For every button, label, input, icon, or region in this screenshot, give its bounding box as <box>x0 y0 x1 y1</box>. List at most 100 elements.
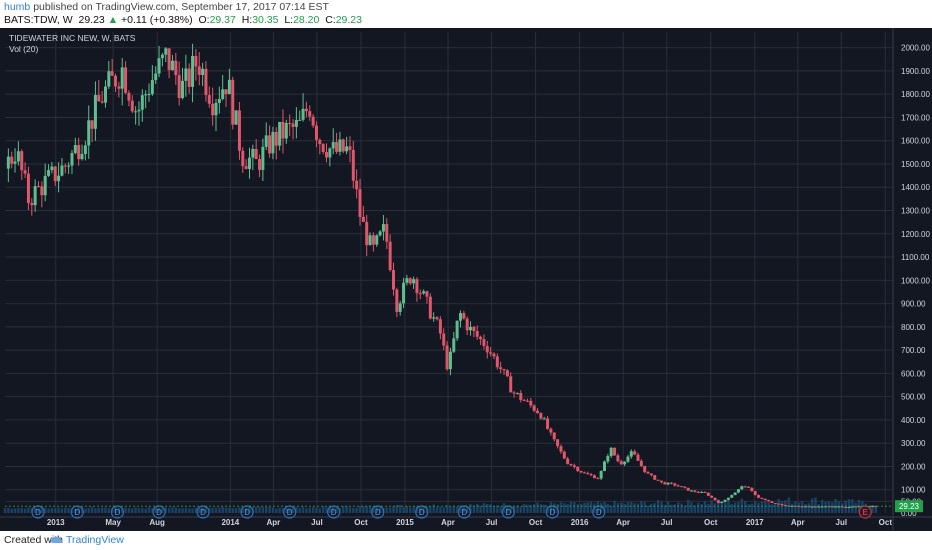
candle-body <box>308 111 312 117</box>
candle-body <box>773 503 777 505</box>
candle-body <box>40 186 44 196</box>
dividend-marker-label: D <box>549 508 555 517</box>
x-tick-label: Oct <box>704 518 718 527</box>
candle-body <box>67 165 71 167</box>
candle-body <box>93 95 97 129</box>
candle-body <box>110 71 114 76</box>
volume-bar <box>687 499 690 513</box>
volume-bar <box>7 507 10 513</box>
candle-body <box>402 282 406 304</box>
volume-bar <box>707 503 710 513</box>
open-label: O: <box>198 14 210 26</box>
candle-body <box>348 146 352 150</box>
volume-bar <box>365 506 368 513</box>
candle-body <box>130 100 134 112</box>
volume-bar <box>412 506 415 513</box>
volume-bar <box>586 502 589 513</box>
candle-body <box>559 446 563 452</box>
y-tick-label: 1100.00 <box>901 253 930 262</box>
candle-body <box>519 392 523 400</box>
dividend-marker-icon[interactable] <box>457 505 471 519</box>
dividend-marker-icon[interactable] <box>152 505 166 519</box>
candle-body <box>639 460 643 466</box>
volume-bar <box>238 507 241 513</box>
candle-body <box>659 480 663 483</box>
volume-bar <box>84 508 87 513</box>
volume-bar <box>810 498 814 513</box>
volume-bar <box>271 507 275 513</box>
candle-body <box>114 75 118 87</box>
candle-body <box>716 500 720 504</box>
volume-bar <box>87 507 90 513</box>
candle-body <box>194 55 198 67</box>
candle-body <box>381 224 385 232</box>
candle-body <box>43 175 47 196</box>
volume-bar <box>851 499 854 513</box>
candle-body <box>837 506 841 508</box>
volume-bar <box>201 507 204 513</box>
candle-body <box>358 189 362 217</box>
volume-bar <box>104 507 107 513</box>
candle-body <box>361 216 365 222</box>
y-tick-label: 600.00 <box>901 369 926 378</box>
volume-bar <box>171 507 174 513</box>
volume-bar <box>576 504 579 513</box>
volume-bar <box>298 507 301 513</box>
volume-bar <box>643 501 646 513</box>
candle-body <box>586 473 590 475</box>
dividend-marker-icon[interactable] <box>545 505 559 519</box>
author-link[interactable]: humb <box>4 1 31 13</box>
created-with-text: Created with <box>4 534 63 546</box>
volume-bar <box>790 503 794 513</box>
dividend-marker-icon[interactable] <box>501 505 515 519</box>
candle-body <box>636 454 640 461</box>
x-tick-label: Apr <box>267 518 281 527</box>
candle-body <box>47 170 51 176</box>
dividend-marker-label: D <box>115 508 121 517</box>
tradingview-link[interactable]: TradingView <box>66 534 124 546</box>
volume-bar <box>147 506 151 513</box>
candle-body <box>680 486 684 488</box>
candle-body <box>395 289 399 312</box>
volume-bar <box>288 507 291 513</box>
chart-background <box>0 28 932 531</box>
candle-body <box>258 159 262 170</box>
volume-bar <box>579 503 583 513</box>
volume-bar <box>449 506 452 513</box>
candle-body <box>221 89 225 99</box>
candle-body <box>606 456 610 462</box>
volume-bar <box>599 502 603 513</box>
price-chart[interactable]: 0.0050.00100.00200.00300.00400.00500.006… <box>0 28 932 531</box>
candle-body <box>536 410 540 414</box>
candle-body <box>522 399 526 401</box>
candle-body <box>251 148 255 158</box>
volume-bar <box>184 507 188 513</box>
dividend-marker-icon[interactable] <box>240 505 254 519</box>
candle-body <box>331 142 335 149</box>
candle-body <box>87 120 91 146</box>
volume-bar <box>476 504 479 513</box>
earnings-marker-label: E <box>863 508 868 517</box>
volume-bar <box>372 507 375 513</box>
volume-bar <box>670 504 673 513</box>
volume-bar <box>683 505 687 513</box>
volume-bar <box>529 504 533 513</box>
candle-body <box>13 161 17 164</box>
volume-bar <box>757 502 760 513</box>
y-tick-label: 1500.00 <box>901 160 930 169</box>
candle-body <box>160 54 164 59</box>
candle-body <box>244 166 248 169</box>
candle-body <box>428 296 432 319</box>
volume-bar <box>546 505 549 513</box>
candle-body <box>673 483 677 486</box>
candle-body <box>415 279 419 294</box>
volume-bar <box>254 506 258 513</box>
candle-body <box>733 492 737 496</box>
volume-bar <box>325 507 328 513</box>
x-tick-label: 2016 <box>571 518 589 527</box>
candle-body <box>227 79 231 95</box>
publication-line: humb published on TradingView.com, Septe… <box>4 1 329 13</box>
volume-bar <box>362 506 365 513</box>
dividend-marker-label: D <box>461 508 467 517</box>
dividend-marker-icon[interactable] <box>196 505 210 519</box>
